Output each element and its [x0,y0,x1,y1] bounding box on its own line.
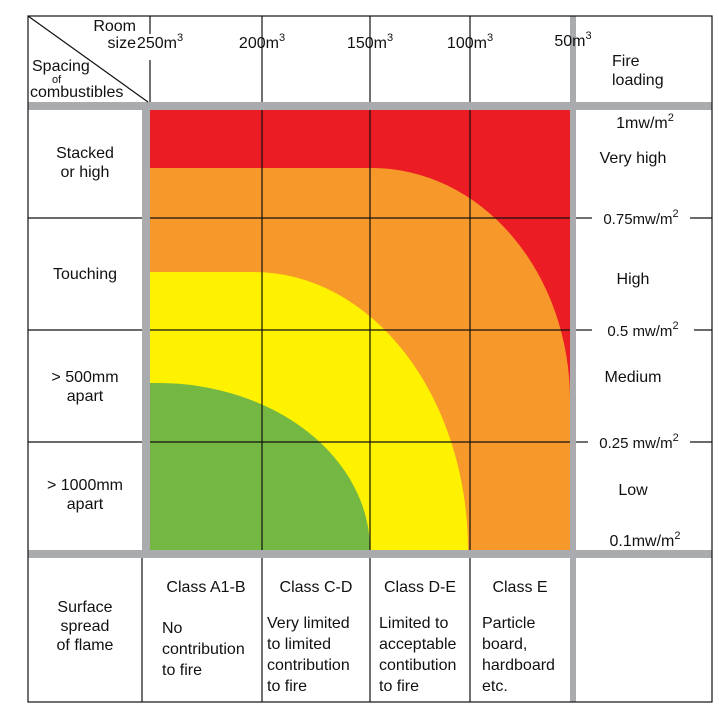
combustibles-header: combustibles [30,84,124,101]
fire-loading-header: Fire loading [612,53,664,89]
fire-mark-1: 1mw/m2 [616,112,674,132]
spacing-header: Spacing [32,58,90,75]
table-lines [27,15,713,703]
class-e-desc: Particle board, hardboard etc. [482,615,555,695]
surface-spread-label: Surface spread of flame [56,599,114,654]
spacing-row-stacked: Stacked or high [56,145,114,181]
spacing-row-touching: Touching [52,266,118,283]
class-d-e-name: Class D-E [383,579,456,596]
grid-lines [150,110,570,550]
room-size-250: 250m3 [136,32,184,52]
fire-level-low: Low [618,482,648,499]
class-c-d-desc: Very limited to limited contribution to … [267,615,350,695]
separator-bands [28,16,712,702]
spacing-row-500mm: > 500mm apart [51,369,119,405]
room-size-100: 100m3 [446,32,494,52]
fire-level-very-high: Very high [599,150,667,167]
fire-level-high: High [616,271,650,288]
fire-mark-01: 0.1mw/m2 [609,530,681,550]
room-size-200: 200m3 [238,32,286,52]
fire-level-medium: Medium [604,369,662,386]
spacing-of-label: of [52,74,62,86]
zone-low [150,383,370,550]
fire-mark-05: 0.5 mw/m2 [607,320,679,340]
class-a1-b-name: Class A1-B [166,579,246,596]
room-size-header: Room size [93,18,136,52]
class-a1-b-desc: No contribution to fire [162,620,245,679]
class-c-d-name: Class C-D [279,579,353,596]
spacing-row-1000mm: > 1000mm apart [46,477,124,513]
fire-mark-075: 0.75mw/m2 [603,208,679,228]
class-d-e-desc: Limited to acceptable contibution to fir… [379,615,457,695]
class-e-name: Class E [492,579,548,596]
fire-mark-025: 0.25 mw/m2 [599,432,679,452]
room-size-150: 150m3 [346,32,394,52]
room-size-50: 50m3 [554,30,592,50]
